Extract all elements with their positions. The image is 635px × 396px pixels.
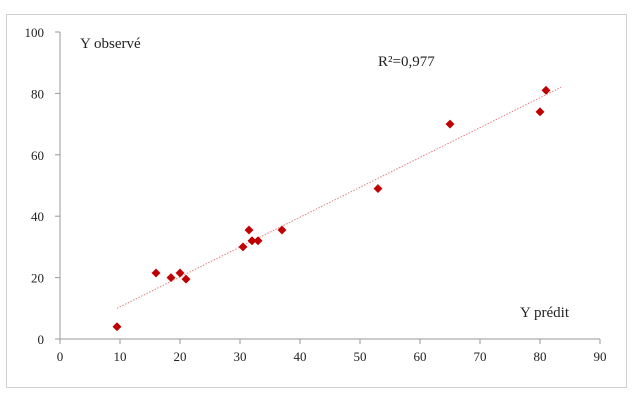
data-point (181, 274, 191, 284)
ticks: 0 10 20 30 40 50 60 70 80 90 0 20 40 60 80 100 (25, 25, 607, 364)
x-tick-label: 20 (174, 349, 187, 364)
y-tick-label: 80 (31, 86, 44, 101)
x-tick-label: 90 (594, 349, 607, 364)
data-point (112, 322, 122, 332)
r-squared-annotation: R²=0,977 (378, 54, 435, 70)
x-axis-title: Y prédit (520, 305, 570, 321)
chart-frame (6, 14, 627, 388)
data-point (175, 268, 185, 278)
x-tick-label: 30 (234, 349, 247, 364)
x-tick-label: 80 (534, 349, 547, 364)
x-tick-label: 60 (414, 349, 427, 364)
y-tick-label: 0 (38, 332, 45, 347)
data-point (445, 119, 455, 129)
points-group (112, 85, 551, 332)
data-point (277, 225, 287, 235)
data-point (373, 184, 383, 194)
y-tick-label: 20 (31, 271, 44, 286)
data-point (238, 242, 248, 252)
data-point (244, 225, 254, 235)
y-tick-label: 60 (31, 148, 44, 163)
axes (59, 32, 600, 340)
y-axis-title: Y observé (80, 36, 141, 52)
y-tick-label: 40 (31, 209, 44, 224)
x-tick-label: 50 (354, 349, 367, 364)
data-point (151, 268, 161, 278)
data-point (247, 236, 257, 246)
x-tick-label: 0 (57, 349, 64, 364)
data-point (535, 107, 545, 117)
data-point (166, 273, 176, 283)
data-point (253, 236, 263, 246)
x-tick-label: 10 (114, 349, 127, 364)
y-tick-label: 100 (25, 25, 45, 40)
data-point (541, 85, 551, 95)
x-tick-label: 70 (474, 349, 487, 364)
x-tick-label: 40 (294, 349, 307, 364)
